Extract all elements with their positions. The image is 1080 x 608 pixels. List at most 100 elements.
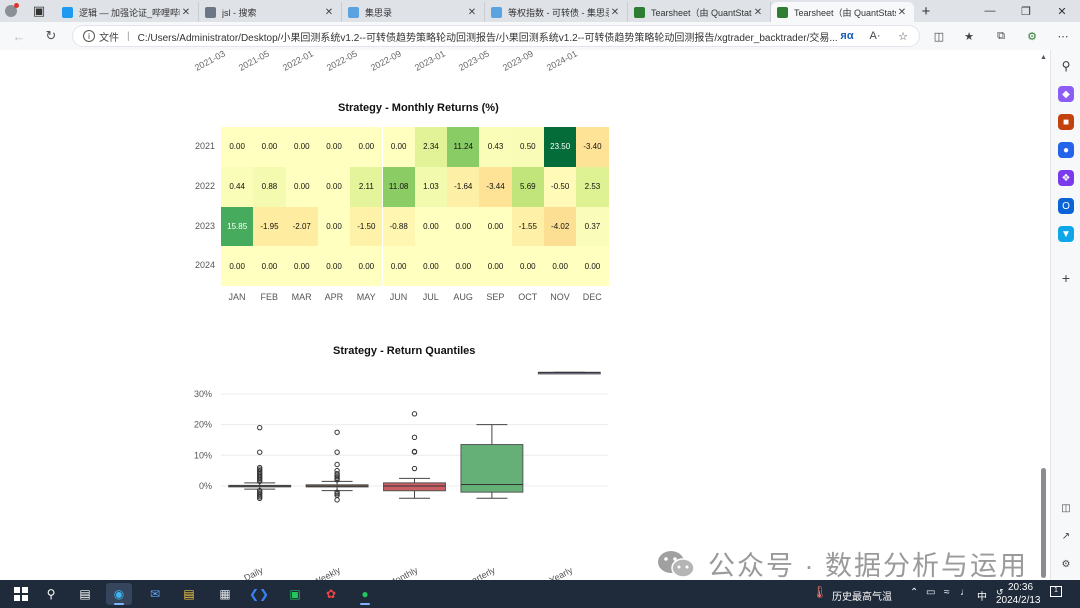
tab-close-icon[interactable]: ✕ [610,6,620,18]
tray-chevron-icon[interactable]: ⌃ [910,587,919,598]
drop-icon[interactable]: ▼ [1058,226,1074,242]
browser-tab[interactable]: Tearsheet（由 QuantStats ✕ [771,2,914,22]
outlook-icon[interactable]: O [1058,198,1074,214]
browser-tab[interactable]: 逻辑 — 加强论证_哔哩哔哩 ✕ [56,2,199,22]
x-category-label: Weekly [311,565,342,580]
collections-icon[interactable]: ⧉ [997,29,1005,42]
mail-icon[interactable]: ✉ [149,587,161,601]
tools-icon[interactable]: ■ [1058,114,1074,130]
favorite-star-icon[interactable]: ☆ [898,30,908,43]
outlier-point [257,478,263,485]
games-icon[interactable]: ● [1058,142,1074,158]
edge-browser-icon[interactable]: ◉ [106,583,132,605]
browser-toolbar: ← ↻ i 文件 | C:/Users/Administrator/Deskto… [0,22,1080,50]
shopping-icon[interactable]: ◆ [1058,86,1074,102]
more-menu-icon[interactable]: ⋯ [1057,30,1069,43]
notification-center-icon[interactable]: 1 [1050,586,1062,597]
heatmap-cell: 0.00 [350,127,383,167]
scrollbar-thumb[interactable] [1041,468,1046,578]
boxplot-title: Strategy - Return Quantiles [333,345,476,357]
weather-text[interactable]: 历史最高气温 [832,592,892,603]
heatmap-cell: 0.00 [414,246,448,287]
file-explorer-icon[interactable]: ▤ [183,587,195,601]
search-icon[interactable]: ⚲ [46,587,56,601]
minimize-icon[interactable]: — [984,5,996,17]
read-aloud-icon[interactable]: A· [869,30,881,42]
site-info-icon[interactable]: i [83,30,95,42]
heatmap-cell: 0.00 [447,206,480,247]
copilot-icon[interactable]: ❖ [1058,170,1074,186]
scroll-up-arrow-icon[interactable]: ▲ [1040,54,1047,61]
outlier-point [411,465,418,472]
y-tick-label: 30% [194,389,212,399]
tab-close-icon[interactable]: ✕ [324,6,334,18]
heatmap-cell: 0.00 [285,166,318,207]
close-window-icon[interactable]: ✕ [1057,5,1067,18]
extension-icon[interactable]: ⚙ [1027,30,1037,43]
heatmap-cell: 0.00 [285,246,318,287]
wifi-icon[interactable]: ≈ [944,587,950,598]
heatmap-cell: -0.50 [544,166,577,207]
heatmap-cell: 0.43 [479,127,512,167]
heatmap-cell: -2.07 [285,206,318,247]
tab-close-icon[interactable]: ✕ [753,6,763,18]
tab-close-icon[interactable]: ✕ [181,6,191,18]
external-link-icon[interactable]: ↗ [1061,530,1071,542]
browser-tab[interactable]: jsl - 搜索 ✕ [199,2,342,22]
split-screen-icon[interactable]: ◫ [933,30,945,43]
heatmap-cell: 0.00 [221,246,254,287]
heatmap-cell: 0.00 [414,206,448,247]
heatmap-cell: 0.00 [382,246,415,287]
heatmap-cell: 2.53 [576,166,609,207]
clock-time[interactable]: 20:36 [1008,582,1034,593]
top-chart-x-tick: 2022-09 [369,50,403,73]
top-chart-x-tick: 2023-09 [501,50,535,73]
wechat-taskbar-icon[interactable]: ● [352,583,378,605]
tab-title: Tearsheet（由 QuantStats [651,7,752,18]
browser-tab[interactable]: 集思录 ✕ [342,2,485,22]
ime-mode-icon[interactable]: ↺ [996,587,1004,597]
restore-icon[interactable]: ❐ [1021,5,1031,18]
ime-indicator[interactable]: 中 [977,592,987,603]
translate-icon[interactable]: яα [840,30,854,42]
heatmap-cell: 0.00 [317,206,351,247]
tab-title: Tearsheet（由 QuantStats [794,7,896,18]
outlier-point [257,449,263,455]
sidebar-panel-icon[interactable]: ◫ [1061,502,1071,514]
settings-gear-icon[interactable]: ⚙ [1061,558,1071,570]
address-bar[interactable]: i 文件 | C:/Users/Administrator/Desktop/小果… [72,25,920,47]
outlier-point [257,495,263,501]
tab-favicon-icon [205,6,216,18]
tab-actions-icon[interactable]: ▣ [32,3,46,18]
page-scrollbar[interactable]: ▲ [1039,54,1048,578]
url-text[interactable]: C:/Users/Administrator/Desktop/小果回测系统v1.… [137,32,838,44]
heatmap-cell: 0.00 [350,246,383,287]
favorites-icon[interactable]: ★ [964,30,974,43]
heatmap-cell: 0.00 [479,206,512,247]
add-sidebar-app-icon[interactable]: + [1061,270,1071,286]
new-tab-button[interactable]: + [921,2,931,20]
tab-close-icon[interactable]: ✕ [467,6,477,18]
tab-favicon-icon [777,6,788,18]
refresh-icon[interactable]: ↻ [45,28,57,43]
heatmap-cell: -1.50 [350,206,383,247]
volume-icon[interactable]: ♩ [960,587,970,598]
terminal-icon[interactable]: ▣ [289,587,301,601]
tab-close-icon[interactable]: ✕ [897,6,907,18]
browser-tab[interactable]: 等权指数 - 可转债 - 集思录 ✕ [485,2,628,22]
back-icon[interactable]: ← [12,28,26,44]
start-windows-icon[interactable] [8,583,34,605]
battery-icon[interactable]: ▭ [926,587,936,598]
app-icon[interactable]: ✿ [325,587,337,601]
heatmap-cell: 0.00 [382,127,415,167]
heatmap-cell: -4.02 [544,206,577,247]
y-tick-label: 20% [194,420,212,430]
search-icon[interactable]: ⚲ [1061,59,1071,73]
heatmap-cell: -3.44 [479,166,512,207]
task-view-icon[interactable]: ▤ [79,587,91,601]
clock-date[interactable]: 2024/2/13 [996,595,1041,606]
store-icon[interactable]: ▦ [219,587,231,601]
browser-tab[interactable]: Tearsheet（由 QuantStats ✕ [628,2,771,22]
profile-avatar-icon[interactable] [0,0,22,22]
vscode-icon[interactable]: ❮❯ [248,587,270,601]
